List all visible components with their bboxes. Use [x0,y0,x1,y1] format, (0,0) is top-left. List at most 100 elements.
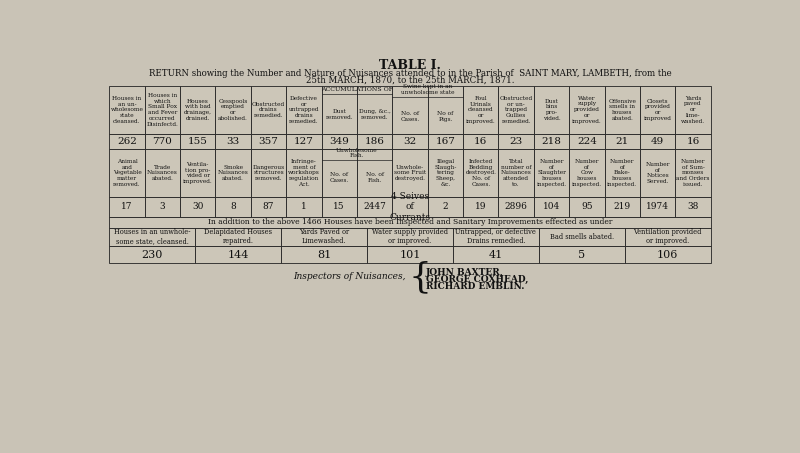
Text: Unwhole-
some Fruit
destroyed.: Unwhole- some Fruit destroyed. [394,164,426,181]
Bar [569,149,605,197]
Bar [251,134,286,149]
Bar [498,134,534,149]
Bar [251,197,286,217]
Bar [286,197,322,217]
Bar [625,227,710,246]
Text: JOHN BAXTER,: JOHN BAXTER, [426,268,503,277]
Text: Swine kept in an
unwholsome state: Swine kept in an unwholsome state [401,84,454,95]
Text: 23: 23 [510,137,522,146]
Bar [392,149,428,197]
Text: 95: 95 [581,202,593,211]
Text: 16: 16 [686,137,700,146]
Bar [322,86,357,134]
Text: TABLE I.: TABLE I. [379,58,441,72]
Text: 104: 104 [543,202,560,211]
Text: Defective
or
untrapped
drains
remedied.: Defective or untrapped drains remedied. [289,96,319,124]
Text: RICHARD EMBLIN.: RICHARD EMBLIN. [426,282,524,291]
Text: Number
of
Slaughter
houses
inspected.: Number of Slaughter houses inspected. [537,159,566,187]
Text: 262: 262 [117,137,137,146]
Text: 33: 33 [226,137,240,146]
Text: 357: 357 [258,137,278,146]
Bar [539,227,625,246]
Text: Foul
Urinals
cleansed
or
improved.: Foul Urinals cleansed or improved. [466,96,496,124]
Text: No. of
Cases.: No. of Cases. [400,111,420,122]
Bar [534,197,569,217]
Bar [392,134,428,149]
Bar [110,86,145,134]
Bar [180,134,215,149]
Text: Dust
bins
pro-
vided.: Dust bins pro- vided. [542,99,560,121]
Text: Number
of
Bake-
houses
inspected.: Number of Bake- houses inspected. [607,159,638,187]
Text: Closets
provided
or
improved: Closets provided or improved [644,99,671,121]
Bar [534,86,569,134]
Bar [281,246,367,263]
Bar [180,149,215,197]
Text: Offensive
smells in
houses
abated.: Offensive smells in houses abated. [608,99,636,121]
Text: Untrapped, or defective
Drains remedied.: Untrapped, or defective Drains remedied. [455,228,536,246]
Bar [640,86,675,134]
Bar [463,134,498,149]
Text: 230: 230 [142,250,163,260]
Text: 4 Seives
of
Currants: 4 Seives of Currants [390,192,430,222]
Text: Houses
with bad
drainage,
drained.: Houses with bad drainage, drained. [184,99,212,121]
Bar [281,227,367,246]
Text: Houses in
which
Small Pox
and Fever
occurred
Disinfectd.: Houses in which Small Pox and Fever occu… [146,93,178,127]
Text: Infringe-
ment of
workshops
regulation
Act.: Infringe- ment of workshops regulation A… [288,159,320,187]
Bar [110,246,195,263]
Bar [215,197,251,217]
Text: RETURN showing the Number and Nature of Nuisances attended to in the Parish of  : RETURN showing the Number and Nature of … [149,69,671,78]
Text: Yards
paved
or
lime-
washed.: Yards paved or lime- washed. [681,96,705,124]
Bar [110,197,145,217]
Bar [215,149,251,197]
Bar [145,197,180,217]
Bar [180,86,215,134]
Bar [675,149,710,197]
Text: 32: 32 [403,137,417,146]
Bar [357,134,392,149]
Text: 49: 49 [651,137,664,146]
Bar [322,149,357,197]
Text: 1974: 1974 [646,202,669,211]
Text: 101: 101 [399,250,421,260]
Bar [605,86,640,134]
Bar [428,149,463,197]
Bar [498,197,534,217]
Text: 349: 349 [330,137,349,146]
Bar [286,86,322,134]
Text: 87: 87 [262,202,274,211]
Bar [675,86,710,134]
Text: 224: 224 [577,137,597,146]
Bar [534,149,569,197]
Text: 1: 1 [301,202,306,211]
Text: 30: 30 [192,202,203,211]
Text: 144: 144 [227,250,249,260]
Bar [367,246,453,263]
Text: 38: 38 [687,202,698,211]
Bar [675,197,710,217]
Bar [625,246,710,263]
Text: 41: 41 [489,250,503,260]
Text: Obstructed
or un-
trapped
Gullies
remedied.: Obstructed or un- trapped Gullies remedi… [499,96,533,124]
Bar [428,86,463,134]
Text: 2896: 2896 [505,202,527,211]
Text: Number
of Sum-
monses
and Orders
issued.: Number of Sum- monses and Orders issued. [676,159,710,187]
Bar [180,197,215,217]
Text: 8: 8 [230,202,236,211]
Text: Water supply provided
or improved.: Water supply provided or improved. [372,228,448,246]
Text: Houses in an unwhole-
some state, cleansed.: Houses in an unwhole- some state, cleans… [114,228,190,246]
Bar [215,86,251,134]
Bar [640,149,675,197]
Text: No. of
Fish.: No. of Fish. [366,172,384,183]
Text: 167: 167 [435,137,455,146]
Bar [428,134,463,149]
Text: Dangerous
structures
removed.: Dangerous structures removed. [253,164,285,181]
Text: 218: 218 [542,137,562,146]
Bar [286,134,322,149]
Text: 2447: 2447 [363,202,386,211]
Text: ACCUMULATIONS OF: ACCUMULATIONS OF [321,87,393,92]
Text: Animal
and
Vegetable
matter
removed.: Animal and Vegetable matter removed. [113,159,142,187]
Bar [195,246,281,263]
Text: 3: 3 [159,202,165,211]
Bar [569,197,605,217]
Bar [357,197,392,217]
